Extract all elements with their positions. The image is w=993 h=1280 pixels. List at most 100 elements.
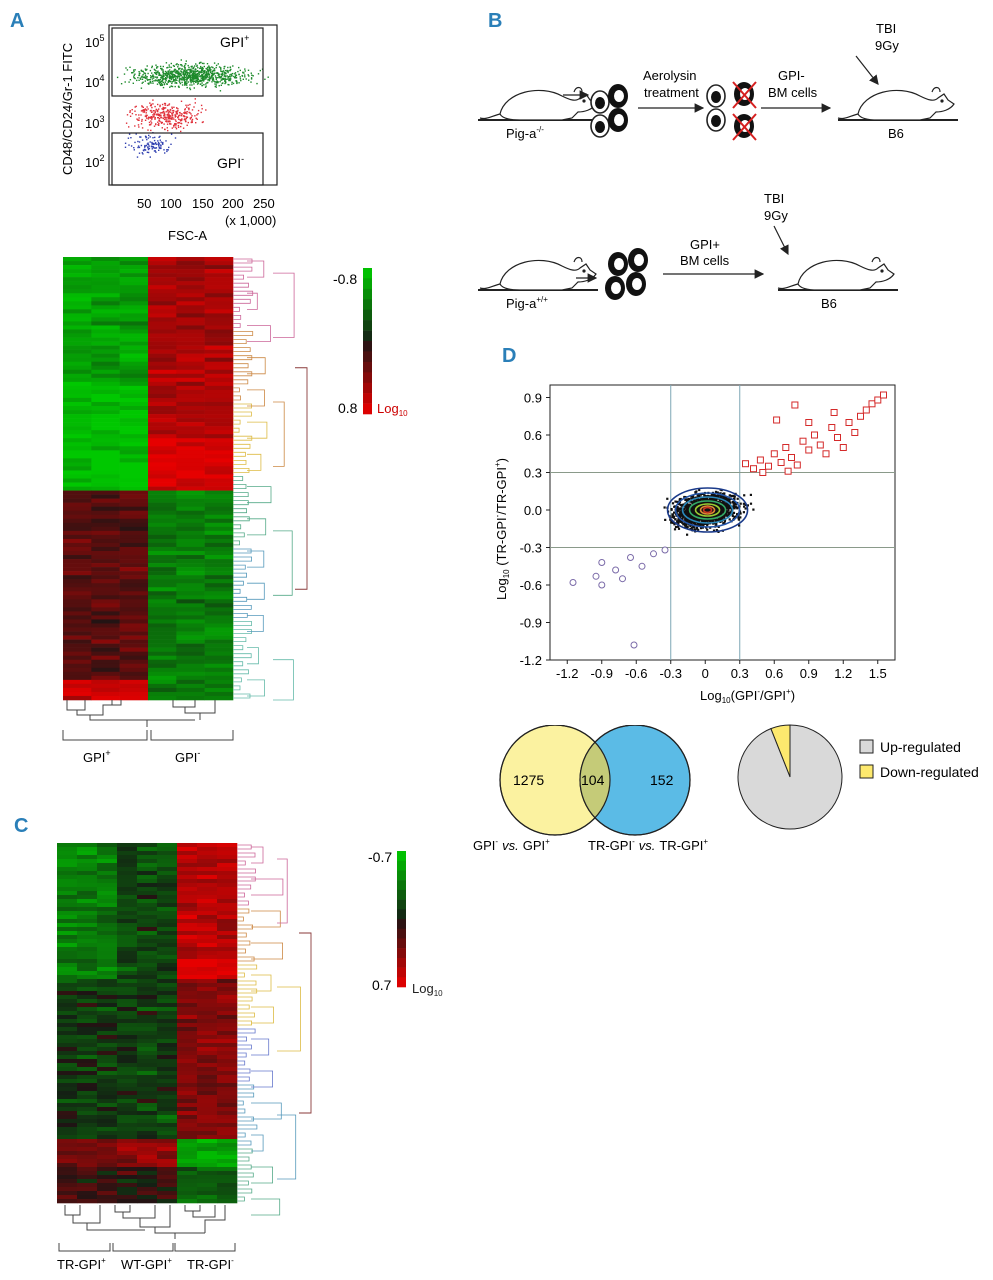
up-regulated-point	[862, 406, 870, 414]
flow-dot	[171, 75, 173, 77]
flow-dot	[147, 82, 149, 85]
heatmap-a-cell	[176, 410, 205, 415]
heatmap-a-cell	[119, 567, 149, 572]
flow-dot	[144, 110, 146, 112]
heatmap-c-cell	[177, 899, 198, 904]
flow-dot	[189, 88, 192, 91]
heatmap-a-cell	[63, 695, 92, 701]
heatmap-c-cell	[217, 987, 238, 992]
heatmap-a-branch	[233, 540, 240, 546]
up-regulated-point	[805, 446, 813, 454]
scatter-bg-point	[685, 510, 688, 514]
scheme-top-donor-label: Pig-a-/-	[506, 125, 544, 141]
flow-dot	[189, 74, 191, 76]
flow-dot	[215, 64, 218, 67]
heatmap-a-cell	[148, 393, 177, 399]
flow-dot	[188, 75, 191, 77]
flow-dot	[171, 106, 173, 108]
scatter-bg-point	[752, 508, 755, 511]
flow-dot	[220, 76, 223, 78]
heatmap-a-branch	[233, 427, 240, 433]
flow-dot	[184, 81, 186, 83]
heatmap-c-cell	[57, 1043, 78, 1048]
flow-dot	[247, 69, 250, 71]
flow-cytometry-plot: 105 104 103 102 50 100 150 200 250 (x 1,…	[60, 24, 278, 240]
scatter-x-label: Log10(GPI-/GPI+)	[700, 687, 795, 705]
heatmap-a-cell	[176, 546, 205, 552]
heatmap-c-cell	[97, 1139, 118, 1144]
heatmap-c-cell	[77, 987, 98, 992]
scheme-top-cells-line1: GPI-	[778, 68, 805, 83]
heatmap-a-cell	[176, 587, 205, 592]
flow-dot	[219, 90, 222, 92]
heatmap-a-cell	[119, 510, 149, 516]
heatmap-a-cell	[63, 555, 92, 560]
scatter-bg-point	[682, 516, 685, 519]
heatmap-a-branch	[233, 331, 254, 336]
flow-dot	[150, 77, 152, 79]
heatmap-c-cell	[97, 1103, 118, 1108]
heatmap-c-cell	[177, 895, 198, 900]
flow-dot	[158, 149, 160, 151]
flow-dot	[250, 72, 252, 74]
heatmap-c-cell	[177, 983, 198, 988]
scatter-bg-point	[703, 522, 707, 525]
heatmap-c-cell	[197, 1031, 218, 1036]
flow-dot	[144, 80, 146, 82]
scheme-bottom-cell-1	[608, 252, 628, 276]
heatmap-a-cell	[63, 426, 92, 431]
heatmap-a-cell	[91, 309, 120, 314]
heatmap-c-cell	[137, 939, 158, 944]
flow-dot	[220, 70, 222, 72]
flow-dot	[160, 144, 162, 146]
flow-dot	[217, 81, 219, 83]
flow-dot	[154, 110, 156, 112]
flow-dot	[208, 65, 210, 67]
heatmap-a-cell	[63, 502, 92, 507]
heatmap-c-cell	[177, 863, 198, 868]
heatmap-c-cell	[177, 931, 198, 936]
flow-dot	[180, 122, 183, 125]
heatmap-c-cell	[97, 943, 118, 948]
heatmap-a-cell	[176, 518, 205, 524]
heatmap-c-cell	[217, 1051, 238, 1056]
heatmap-c-cell	[117, 955, 138, 960]
heatmap-c-cell	[197, 931, 218, 936]
heatmap-c-cell	[97, 995, 118, 1000]
down-regulated-point	[598, 581, 606, 589]
heatmap-c-cell	[57, 931, 78, 936]
heatmap-c-cell	[177, 887, 198, 892]
up-regulated-point	[839, 444, 847, 451]
heatmap-a-cell	[63, 486, 92, 491]
heatmap-a-cell	[176, 434, 205, 439]
heatmap-a-cell	[204, 494, 234, 499]
flow-dot	[224, 77, 226, 80]
heatmap-a-cell	[148, 430, 177, 435]
pie-chart: Up-regulated Down-regulated	[737, 724, 979, 830]
heatmap-a-branch	[233, 596, 248, 602]
heatmap-a-cell	[91, 538, 120, 544]
flow-dot	[191, 121, 193, 123]
heatmap-c-cell	[57, 1035, 78, 1040]
heatmap-a-cell	[119, 305, 149, 310]
heatmap-c-cell	[157, 1091, 178, 1096]
flow-dot	[211, 72, 213, 75]
heatmap-a-cell	[119, 373, 149, 379]
heatmap-a-cell	[148, 474, 177, 479]
flow-dot	[141, 106, 143, 108]
scatter-bg-point	[716, 491, 719, 494]
flow-dot	[151, 145, 154, 148]
heatmap-c-cell	[117, 935, 138, 940]
flow-dot	[160, 122, 163, 124]
heatmap-c-cell	[197, 1191, 218, 1196]
heatmap-c-cell	[217, 995, 238, 1000]
flow-dot	[215, 72, 217, 74]
flow-dot	[205, 73, 208, 75]
heatmap-c-cell	[77, 1123, 98, 1128]
flow-dot	[154, 147, 157, 149]
flow-dot	[145, 76, 147, 78]
flow-dot	[168, 117, 171, 119]
flow-dot	[181, 70, 183, 73]
heatmap-c-cell	[217, 1127, 238, 1132]
heatmap-c-cell	[157, 1015, 178, 1020]
